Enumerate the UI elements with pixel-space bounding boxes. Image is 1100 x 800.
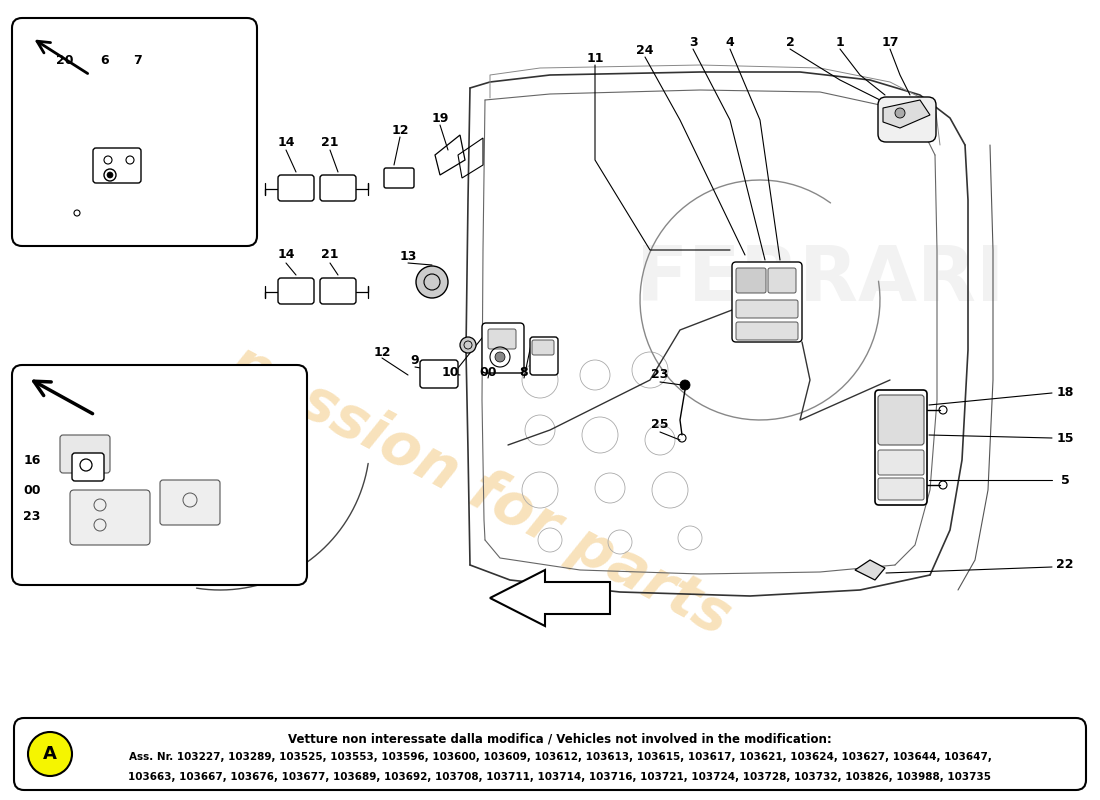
FancyBboxPatch shape <box>278 278 314 304</box>
FancyBboxPatch shape <box>736 268 766 293</box>
FancyBboxPatch shape <box>878 395 924 445</box>
Circle shape <box>680 380 690 390</box>
Text: A: A <box>43 745 57 763</box>
Text: passion for parts: passion for parts <box>220 334 740 646</box>
FancyBboxPatch shape <box>14 718 1086 790</box>
Circle shape <box>495 352 505 362</box>
Text: 5: 5 <box>1060 474 1069 486</box>
FancyBboxPatch shape <box>768 268 796 293</box>
Text: Ass. Nr. 103227, 103289, 103525, 103553, 103596, 103600, 103609, 103612, 103613,: Ass. Nr. 103227, 103289, 103525, 103553,… <box>129 752 991 762</box>
FancyBboxPatch shape <box>278 175 314 201</box>
Text: 14: 14 <box>277 137 295 150</box>
Text: 1: 1 <box>836 35 845 49</box>
Polygon shape <box>883 100 930 128</box>
Text: 00: 00 <box>480 366 497 378</box>
Polygon shape <box>855 560 886 580</box>
FancyBboxPatch shape <box>736 300 798 318</box>
FancyBboxPatch shape <box>384 168 414 188</box>
FancyBboxPatch shape <box>12 365 307 585</box>
Text: 13: 13 <box>399 250 417 262</box>
FancyBboxPatch shape <box>736 322 798 340</box>
Text: 2: 2 <box>785 35 794 49</box>
Text: 6: 6 <box>101 54 109 66</box>
Text: 00: 00 <box>23 483 41 497</box>
Text: 25: 25 <box>651 418 669 431</box>
FancyBboxPatch shape <box>878 478 924 500</box>
Polygon shape <box>490 570 610 626</box>
Text: 8: 8 <box>519 366 528 378</box>
Text: 9: 9 <box>410 354 419 366</box>
FancyBboxPatch shape <box>320 278 356 304</box>
Circle shape <box>107 172 113 178</box>
Text: 19: 19 <box>431 111 449 125</box>
FancyBboxPatch shape <box>530 337 558 375</box>
Text: FERRARI: FERRARI <box>636 243 1004 317</box>
FancyBboxPatch shape <box>420 360 458 388</box>
FancyBboxPatch shape <box>488 329 516 349</box>
Text: 23: 23 <box>23 510 41 522</box>
Text: 7: 7 <box>133 54 142 66</box>
Text: 24: 24 <box>636 43 653 57</box>
Text: 10: 10 <box>441 366 459 378</box>
Text: 18: 18 <box>1056 386 1074 399</box>
FancyBboxPatch shape <box>72 453 104 481</box>
Text: 17: 17 <box>881 35 899 49</box>
FancyBboxPatch shape <box>732 262 802 342</box>
FancyBboxPatch shape <box>60 435 110 473</box>
FancyBboxPatch shape <box>874 390 927 505</box>
Text: 14: 14 <box>277 249 295 262</box>
Text: 11: 11 <box>586 51 604 65</box>
Text: 16: 16 <box>23 454 41 466</box>
Text: 103663, 103667, 103676, 103677, 103689, 103692, 103708, 103711, 103714, 103716, : 103663, 103667, 103676, 103677, 103689, … <box>129 772 991 782</box>
Text: 12: 12 <box>392 123 409 137</box>
Text: 20: 20 <box>56 54 74 66</box>
FancyBboxPatch shape <box>94 148 141 183</box>
FancyBboxPatch shape <box>12 18 257 246</box>
FancyBboxPatch shape <box>160 480 220 525</box>
Text: 15: 15 <box>1056 431 1074 445</box>
Circle shape <box>460 337 476 353</box>
Text: 22: 22 <box>1056 558 1074 571</box>
FancyBboxPatch shape <box>878 450 924 475</box>
Text: Vetture non interessate dalla modifica / Vehicles not involved in the modificati: Vetture non interessate dalla modifica /… <box>288 732 832 745</box>
Text: 12: 12 <box>373 346 390 358</box>
FancyBboxPatch shape <box>532 340 554 355</box>
FancyBboxPatch shape <box>878 97 936 142</box>
FancyBboxPatch shape <box>70 490 150 545</box>
Text: 21: 21 <box>321 249 339 262</box>
Text: 4: 4 <box>726 35 735 49</box>
Text: 21: 21 <box>321 137 339 150</box>
Circle shape <box>28 732 72 776</box>
Text: 23: 23 <box>651 369 669 382</box>
FancyBboxPatch shape <box>482 323 524 373</box>
Circle shape <box>895 108 905 118</box>
Text: 3: 3 <box>689 35 697 49</box>
FancyBboxPatch shape <box>320 175 356 201</box>
Circle shape <box>416 266 448 298</box>
